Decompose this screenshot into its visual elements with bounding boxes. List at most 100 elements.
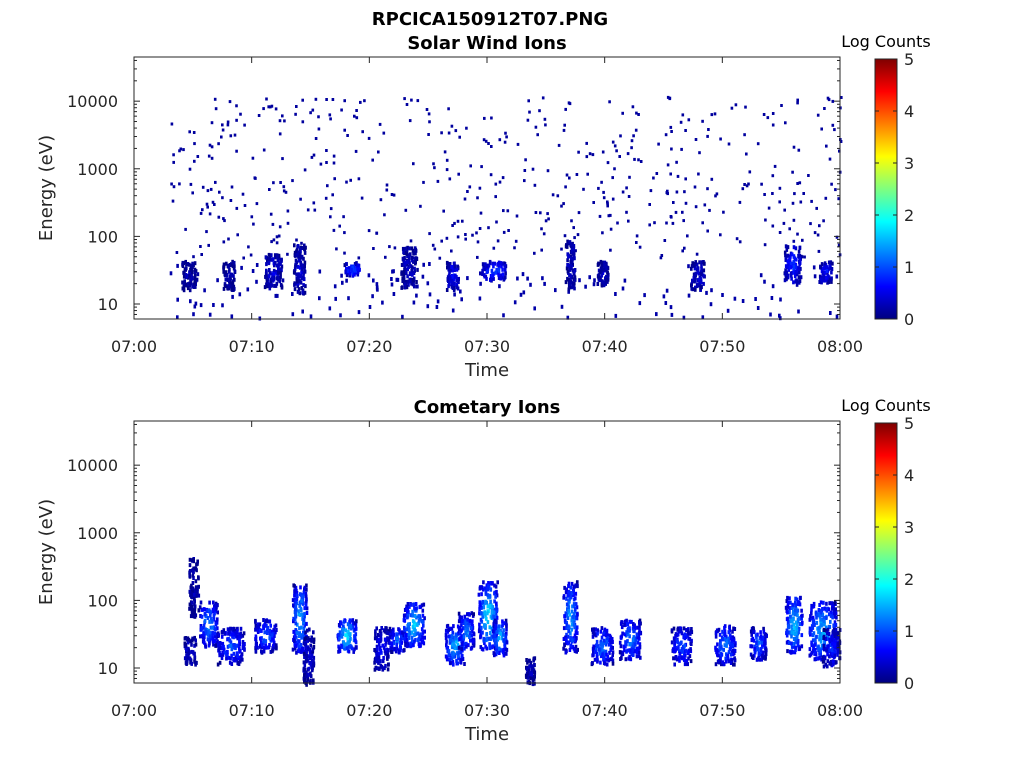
count-cell <box>824 637 828 642</box>
count-cell <box>214 627 217 632</box>
count-cell <box>413 633 416 637</box>
count-cell <box>302 626 306 631</box>
count-cell <box>216 662 220 667</box>
count-cell <box>194 638 197 643</box>
count-cell <box>618 155 621 158</box>
count-cell <box>570 590 574 595</box>
count-cell <box>353 647 356 652</box>
count-cell <box>452 654 455 659</box>
count-cell <box>504 131 507 135</box>
x-tick-label: 07:30 <box>464 701 510 720</box>
count-cell <box>669 125 673 129</box>
count-cell <box>572 638 576 642</box>
count-cell <box>592 627 596 632</box>
count-cell <box>625 630 628 635</box>
count-cell <box>395 642 398 647</box>
count-cell <box>784 264 788 269</box>
count-cell <box>299 612 302 617</box>
count-cell <box>637 158 640 162</box>
count-cell <box>460 618 464 623</box>
count-cell <box>413 266 416 271</box>
count-cell <box>401 314 404 319</box>
count-cell <box>346 269 350 273</box>
count-cell <box>341 280 344 285</box>
count-cell <box>231 632 234 637</box>
count-cell <box>831 659 835 664</box>
count-cell <box>478 600 482 605</box>
count-cell <box>406 611 410 616</box>
count-cell <box>186 636 190 641</box>
count-cell <box>827 632 831 636</box>
count-cell <box>606 200 609 204</box>
count-cell <box>818 224 821 228</box>
count-cell <box>489 173 493 177</box>
count-cell <box>292 619 295 624</box>
count-cell <box>796 101 799 105</box>
count-cell <box>719 233 722 237</box>
count-cell <box>735 237 739 241</box>
count-cell <box>372 278 375 283</box>
count-cell <box>402 272 405 277</box>
count-cell <box>264 639 268 644</box>
count-cell <box>390 193 394 196</box>
count-cell <box>343 251 346 255</box>
count-cell <box>292 616 295 621</box>
count-cell <box>683 643 686 648</box>
count-cell <box>225 654 229 659</box>
count-cell <box>786 259 790 264</box>
count-cell <box>481 599 485 604</box>
count-cell <box>204 627 207 632</box>
count-cell <box>227 237 230 241</box>
count-cell <box>823 270 827 275</box>
count-cell <box>294 644 298 648</box>
count-cell <box>457 626 461 631</box>
count-cell <box>487 636 491 641</box>
panel-title: Cometary Ions <box>414 397 561 418</box>
count-cell <box>514 239 518 243</box>
count-cell <box>763 243 767 247</box>
count-cell <box>274 630 277 635</box>
count-cell <box>753 650 757 655</box>
count-cell <box>800 616 803 621</box>
count-cell <box>546 212 549 216</box>
count-cell <box>229 276 232 281</box>
count-cell <box>453 268 456 272</box>
count-cell <box>818 637 821 642</box>
count-cell <box>268 636 271 641</box>
count-cell <box>701 315 705 320</box>
count-cell <box>264 643 267 648</box>
count-cell <box>621 286 625 291</box>
count-cell <box>710 177 714 181</box>
count-cell <box>456 661 459 666</box>
count-cell <box>390 647 393 651</box>
count-cell <box>833 650 837 655</box>
count-cell <box>505 651 508 656</box>
count-cell <box>567 581 571 586</box>
count-cell <box>304 636 308 641</box>
count-cell <box>754 297 757 301</box>
count-cell <box>529 282 532 287</box>
count-cell <box>494 623 498 628</box>
count-cell <box>472 642 476 647</box>
count-cell <box>450 626 454 631</box>
count-cell <box>571 259 574 264</box>
count-cell <box>172 160 175 164</box>
count-cell <box>563 618 567 623</box>
count-cell <box>595 643 598 648</box>
count-cell <box>208 630 212 635</box>
count-cell <box>752 630 755 634</box>
count-cell <box>568 240 572 245</box>
count-cell <box>423 629 426 634</box>
count-cell <box>372 247 375 250</box>
count-cell <box>831 641 834 646</box>
count-cell <box>495 620 498 625</box>
count-cell <box>821 612 825 617</box>
count-cell <box>826 627 830 632</box>
count-cell <box>687 656 690 661</box>
count-cell <box>225 656 228 661</box>
count-cell <box>406 245 409 250</box>
count-cell <box>445 624 449 629</box>
count-cell <box>213 203 216 206</box>
count-cell <box>454 636 458 641</box>
count-cell <box>465 641 468 646</box>
